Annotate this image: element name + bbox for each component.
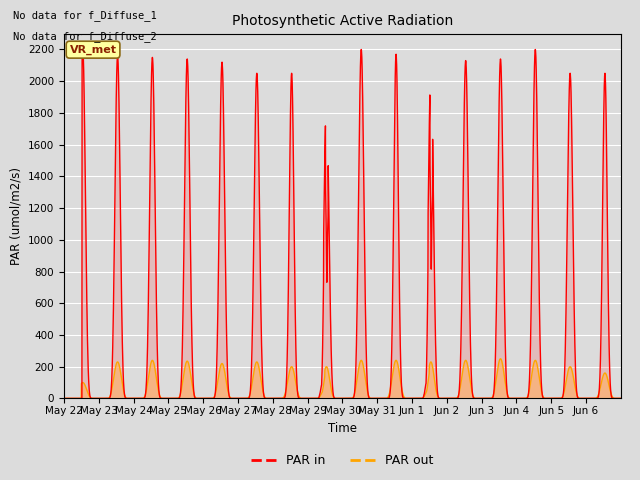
Legend: PAR in, PAR out: PAR in, PAR out (246, 449, 439, 472)
Text: No data for f_Diffuse_1: No data for f_Diffuse_1 (13, 10, 157, 21)
Text: No data for f_Diffuse_2: No data for f_Diffuse_2 (13, 31, 157, 42)
Title: Photosynthetic Active Radiation: Photosynthetic Active Radiation (232, 14, 453, 28)
Y-axis label: PAR (umol/m2/s): PAR (umol/m2/s) (10, 167, 22, 265)
X-axis label: Time: Time (328, 421, 357, 434)
Text: VR_met: VR_met (70, 45, 116, 55)
